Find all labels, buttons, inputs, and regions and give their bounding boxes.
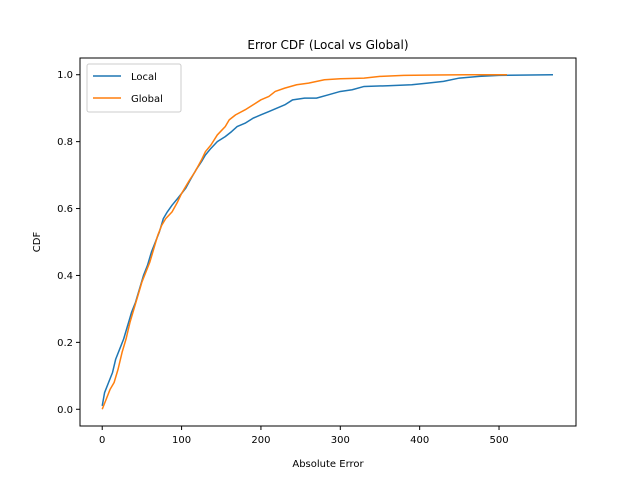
series-layer	[101, 73, 554, 410]
y-tick-label: 0.4	[57, 271, 73, 282]
legend-label-local: Local	[131, 72, 157, 83]
y-tick-label: 0.8	[57, 137, 73, 148]
y-tick-label: 0.0	[57, 405, 73, 416]
y-axis-label: CDF	[32, 232, 43, 253]
x-tick-label: 400	[410, 435, 429, 446]
x-tick-label: 0	[99, 435, 105, 446]
plot-frame	[79, 57, 577, 427]
x-axis-label: Absolute Error	[292, 459, 364, 470]
chart-title: Error CDF (Local vs Global)	[247, 38, 408, 52]
x-tick-label: 200	[251, 435, 270, 446]
legend-label-global: Global	[131, 94, 163, 105]
series-line-global	[101, 73, 507, 410]
x-ticks: 0 100 200 300 400 500	[99, 426, 509, 446]
y-tick-label: 1.0	[57, 70, 73, 81]
y-ticks: 0.0 0.2 0.4 0.6 0.8 1.0	[57, 70, 80, 416]
y-tick-label: 0.6	[57, 204, 73, 215]
legend: Local Global	[86, 63, 182, 113]
x-tick-label: 100	[172, 435, 191, 446]
y-tick-label: 0.2	[57, 338, 73, 349]
x-tick-label: 300	[331, 435, 350, 446]
x-tick-label: 500	[489, 435, 508, 446]
